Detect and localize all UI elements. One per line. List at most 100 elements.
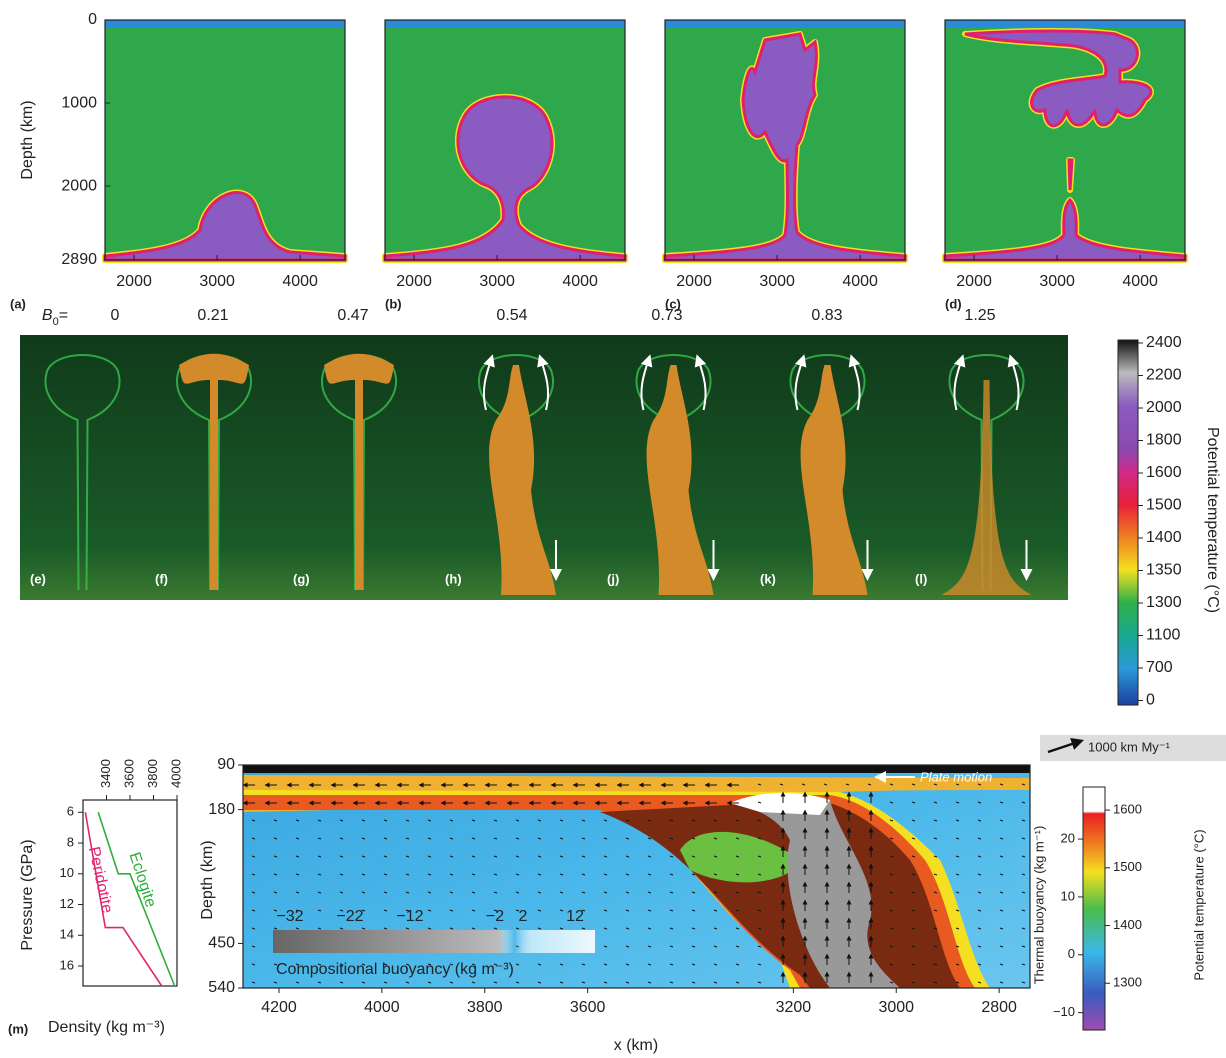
x-tick-label: 3000 <box>878 999 914 1016</box>
temperature-tick-label: 1400 <box>1113 917 1142 932</box>
y-tick-label: 10 <box>60 865 74 880</box>
b0-value: 1.25 <box>964 307 995 324</box>
series-label: Peridotite <box>85 845 116 915</box>
b0-text: = <box>59 307 68 324</box>
y-tick-label: 180 <box>208 801 235 818</box>
lithosphere <box>243 765 1030 773</box>
colorbar-tick-label: 1600 <box>1146 464 1182 481</box>
thermal-tick-label: 0 <box>1068 946 1075 961</box>
y-tick-label: 14 <box>60 927 74 942</box>
panel-label: (g) <box>293 571 310 586</box>
colorbar-tick-label: 1300 <box>1146 594 1182 611</box>
y-tick-label: 2000 <box>61 177 97 194</box>
thermal-tick-label: −10 <box>1053 1004 1075 1019</box>
x-tick-label: 3400 <box>98 759 113 788</box>
x-tick-label: 2800 <box>981 999 1017 1016</box>
x-tick-label: 3600 <box>570 999 606 1016</box>
thermal-tick-label: 10 <box>1061 888 1075 903</box>
x-tick-label: 3200 <box>776 999 812 1016</box>
surface-layer <box>945 20 1185 27</box>
colorbar-tick-label: 1800 <box>1146 432 1182 449</box>
b0-label: B0= <box>42 307 68 328</box>
x-tick-label: 4000 <box>364 999 400 1016</box>
compositional-label: Compositional buoyancy (kg m⁻³) <box>276 961 514 978</box>
colorbar-tick-label: 2400 <box>1146 334 1182 351</box>
y-tick-label: 2890 <box>61 251 97 268</box>
panel-label: (l) <box>915 571 927 586</box>
buoyancy-colorbar: 20100−101600150014001300Thermal buoyancy… <box>1031 787 1206 1030</box>
colorbar-tick-label: 1400 <box>1146 529 1182 546</box>
surface-layer <box>665 20 905 27</box>
top-panels: 200030004000(a)200030004000(b)2000300040… <box>10 11 1185 311</box>
y-tick-label: 0 <box>88 11 97 28</box>
y-tick-label: 6 <box>67 804 74 819</box>
x-tick-label: 2000 <box>396 273 432 290</box>
panel-label: (f) <box>155 571 168 586</box>
panel-label: (d) <box>945 296 962 311</box>
compositional-tick-label: −2 <box>486 908 504 925</box>
y-tick-label: 1000 <box>61 94 97 111</box>
y-axis-label: Pressure (GPa) <box>19 839 36 950</box>
velocity-scale-label: 1000 km My⁻¹ <box>1088 739 1171 754</box>
series-label: Eclogite <box>125 850 159 909</box>
panel-m: 3400 3600 3800 4000 6 8 10 12 14 16 Peridotite Eclo… <box>8 759 183 1036</box>
surface-layer <box>385 20 625 27</box>
x-axis-label: x (km) <box>614 1037 658 1054</box>
y-tick-label: 12 <box>60 896 74 911</box>
colorbar-tick-label: 700 <box>1146 659 1173 676</box>
compositional-tick-label: −32 <box>276 908 303 925</box>
panel-label: (h) <box>445 571 462 586</box>
y-tick-label: 540 <box>208 979 235 996</box>
b0-value: 0.54 <box>496 307 527 324</box>
y-tick-label: 16 <box>60 957 74 972</box>
colorbar-scale <box>1083 787 1105 1030</box>
x-tick-label: 4000 <box>842 273 878 290</box>
panel-label: (e) <box>30 571 46 586</box>
compositional-tick-label: −12 <box>396 908 423 925</box>
colorbar: 2400220020001800160015001400135013001100… <box>1118 334 1221 709</box>
x-tick-label: 4000 <box>282 273 318 290</box>
thermal-label: Thermal buoyancy (kg m⁻¹) <box>1031 826 1046 985</box>
y-tick-label: 450 <box>208 935 235 952</box>
x-tick-label: 3800 <box>467 999 503 1016</box>
x-tick-label: 3000 <box>1039 273 1075 290</box>
y-axis-label: Depth (km) <box>19 100 36 179</box>
temperature-label: Potential temperature (°C) <box>1191 829 1206 980</box>
panel-label: (m) <box>8 1021 28 1036</box>
colorbar-label: Potential temperature (°C) <box>1204 427 1221 613</box>
x-tick-label: 3600 <box>121 759 136 788</box>
panel-label: (k) <box>760 571 776 586</box>
b0-value: 0.73 <box>651 307 682 324</box>
colorbar-scale <box>1118 340 1138 705</box>
thermal-tick-label: 20 <box>1061 831 1075 846</box>
x-tick-label: 3000 <box>479 273 515 290</box>
x-tick-label: 2000 <box>956 273 992 290</box>
y-axis-label: Depth (km) <box>199 840 216 919</box>
experiment-photos: (e)0(f)0.21(g)0.47(h)0.54(j)0.73(k)0.83(… <box>20 307 1068 600</box>
figure: 200030004000(a)200030004000(b)2000300040… <box>0 0 1226 1058</box>
compositional-tick-label: −22 <box>336 908 363 925</box>
b0-value: 0.47 <box>337 307 368 324</box>
colorbar-tick-label: 0 <box>1146 692 1155 709</box>
b0-value: 0 <box>111 307 120 324</box>
compositional-bar <box>273 930 595 953</box>
x-tick-label: 2000 <box>676 273 712 290</box>
temperature-tick-label: 1500 <box>1113 859 1142 874</box>
x-tick-label: 4000 <box>168 759 183 788</box>
plate-motion-label: Plate motion <box>920 769 992 784</box>
b0-value: 0.83 <box>811 307 842 324</box>
x-tick-label: 3000 <box>759 273 795 290</box>
colorbar-tick-label: 2000 <box>1146 399 1182 416</box>
panel-label: (j) <box>607 571 619 586</box>
colorbar-tick-label: 1500 <box>1146 497 1182 514</box>
x-tick-label: 2000 <box>116 273 152 290</box>
x-tick-label: 3000 <box>199 273 235 290</box>
surface-layer <box>105 20 345 27</box>
x-tick-label: 4000 <box>1122 273 1158 290</box>
x-tick-label: 3800 <box>145 759 160 788</box>
x-axis-label: Density (kg m⁻³) <box>48 1019 165 1036</box>
temperature-tick-label: 1600 <box>1113 802 1142 817</box>
compositional-tick-label: 2 <box>519 908 528 925</box>
colorbar-tick-label: 1100 <box>1146 627 1181 644</box>
y-tick-label: 8 <box>67 834 74 849</box>
